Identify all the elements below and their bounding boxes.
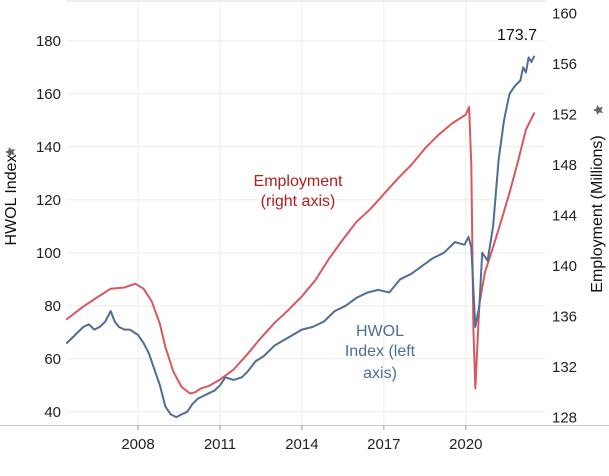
employment-series-line bbox=[66, 106, 536, 395]
x-tick-label: 2008 bbox=[121, 436, 154, 453]
x-tick-label: 2017 bbox=[367, 436, 400, 453]
x-tick-label: 2020 bbox=[449, 436, 482, 453]
left-tick-label: 160 bbox=[36, 86, 61, 103]
series-layer bbox=[66, 55, 536, 419]
hwol-series-line bbox=[66, 55, 536, 419]
left-axis-ticks: 40 60 80 100 120 140 160 180 bbox=[36, 33, 61, 421]
grid bbox=[67, 1, 545, 425]
pin-icon bbox=[5, 147, 15, 157]
right-tick-label: 136 bbox=[552, 308, 577, 325]
hwol-annotation-line1: HWOL bbox=[356, 323, 404, 340]
left-tick-label: 120 bbox=[36, 192, 61, 209]
x-tick-label: 2011 bbox=[204, 436, 236, 453]
right-tick-label: 144 bbox=[552, 208, 577, 225]
right-tick-label: 132 bbox=[552, 359, 577, 376]
peak-value-annotation: 173.7 bbox=[497, 27, 537, 44]
left-tick-label: 60 bbox=[44, 351, 61, 368]
right-tick-label: 156 bbox=[552, 56, 577, 73]
right-tick-label: 160 bbox=[552, 6, 577, 23]
left-tick-label: 100 bbox=[36, 245, 61, 262]
pin-icon bbox=[593, 105, 603, 115]
left-tick-label: 140 bbox=[36, 139, 61, 156]
left-axis-label: HWOL Index bbox=[3, 155, 20, 246]
right-tick-label: 148 bbox=[552, 157, 577, 174]
hwol-annotation-line2: Index (left bbox=[345, 343, 416, 360]
right-tick-label: 152 bbox=[552, 107, 577, 124]
right-axis-label: Employment (Millions) bbox=[589, 135, 606, 292]
right-axis-ticks: 128 132 136 140 144 148 152 156 160 bbox=[552, 6, 577, 427]
employment-annotation-line1: Employment bbox=[254, 173, 343, 190]
x-tick-label: 2014 bbox=[285, 436, 318, 453]
employment-annotation-line2: (right axis) bbox=[261, 193, 336, 210]
right-tick-label: 140 bbox=[552, 258, 577, 275]
left-tick-label: 40 bbox=[44, 404, 61, 421]
right-tick-label: 128 bbox=[552, 409, 577, 426]
hwol-annotation-line3: axis) bbox=[363, 365, 397, 382]
x-axis-ticks: 2008 2011 2014 2017 2020 bbox=[121, 425, 482, 453]
left-tick-label: 80 bbox=[44, 298, 61, 315]
left-tick-label: 180 bbox=[36, 33, 61, 50]
